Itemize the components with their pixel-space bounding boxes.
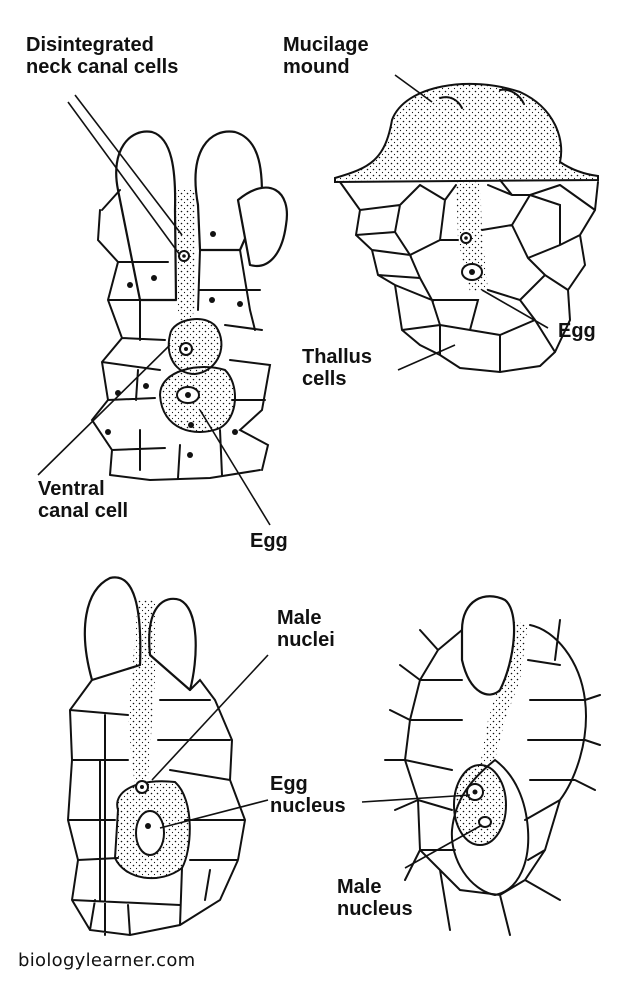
label-male-nucleus: Male nucleus (337, 876, 413, 921)
panel-male-nuclei (66, 576, 269, 937)
watermark: biologylearner.com (18, 950, 196, 971)
label-thallus-cells: Thallus cells (302, 346, 373, 391)
label-mucilage-mound: Mucilage mound (283, 34, 369, 79)
panel-mature-archegonium (37, 94, 289, 526)
label-egg-nucleus: Egg nucleus (270, 773, 346, 818)
label-egg-top-right: Egg (558, 320, 596, 342)
label-disintegrated-neck-canal-cells: Disintegrated neck canal cells (26, 34, 179, 79)
label-male-nuclei: Male nuclei (277, 607, 335, 652)
panel-mucilage-mound (334, 74, 599, 374)
label-egg-top-left: Egg (250, 530, 288, 552)
panel-fertilization (361, 595, 601, 936)
label-ventral-canal-cell: Ventral canal cell (38, 478, 129, 523)
